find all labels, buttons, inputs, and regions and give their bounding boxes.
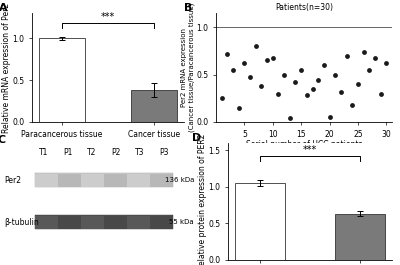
Text: T1: T1	[39, 148, 49, 157]
Bar	[35, 216, 58, 229]
Text: Per2: Per2	[4, 176, 21, 185]
Point	[378, 91, 384, 96]
Bar	[81, 174, 104, 187]
Point	[287, 116, 293, 120]
Y-axis label: Relative mRNA expression of Per2: Relative mRNA expression of Per2	[2, 2, 11, 133]
Text: T3: T3	[135, 148, 145, 157]
Point	[372, 56, 378, 60]
Bar	[35, 173, 173, 187]
Point	[292, 80, 299, 84]
Bar	[127, 216, 150, 229]
Bar	[81, 216, 104, 229]
Point	[321, 63, 327, 67]
Bar	[150, 216, 173, 229]
Point	[326, 115, 333, 119]
Bar	[127, 174, 150, 187]
Point	[281, 73, 287, 77]
Y-axis label: Per2 mRNA expression
(Cancer tissue/Paracancerous tissue): Per2 mRNA expression (Cancer tissue/Para…	[181, 3, 195, 132]
Point	[315, 78, 321, 82]
Text: ***: ***	[101, 12, 115, 23]
Bar	[335, 214, 384, 260]
Bar	[35, 215, 173, 229]
Y-axis label: Relative protein expression of PER2: Relative protein expression of PER2	[198, 133, 207, 265]
Point	[270, 56, 276, 60]
Bar	[131, 90, 177, 122]
Text: P3: P3	[159, 148, 169, 157]
Text: β-tubulin: β-tubulin	[4, 218, 39, 227]
Text: 136 kDa: 136 kDa	[165, 177, 194, 183]
Point	[230, 68, 236, 72]
Bar	[35, 174, 58, 187]
Text: 55 kDa: 55 kDa	[169, 219, 194, 226]
Text: C: C	[0, 135, 6, 145]
Text: P2: P2	[111, 148, 121, 157]
Text: A: A	[0, 3, 7, 13]
Bar	[58, 216, 81, 229]
Point	[264, 58, 270, 63]
Bar	[104, 216, 127, 229]
Point	[383, 61, 390, 65]
X-axis label: Serial number of HCC patients: Serial number of HCC patients	[246, 140, 362, 149]
Point	[241, 61, 248, 65]
Bar	[104, 174, 127, 187]
Point	[343, 54, 350, 58]
Point	[355, 82, 361, 86]
Text: P1: P1	[63, 148, 73, 157]
Text: B: B	[184, 3, 193, 13]
Point	[309, 87, 316, 91]
Title: Patients(n=30): Patients(n=30)	[275, 3, 333, 12]
Bar	[58, 174, 81, 187]
Text: T2: T2	[87, 148, 97, 157]
Point	[304, 93, 310, 98]
Point	[224, 52, 230, 56]
Point	[338, 90, 344, 94]
Text: ***: ***	[303, 145, 317, 155]
Point	[247, 74, 253, 79]
Bar	[236, 183, 285, 260]
Point	[236, 106, 242, 110]
Bar	[39, 38, 85, 122]
Text: D: D	[192, 133, 201, 143]
Point	[332, 73, 338, 77]
Point	[252, 44, 259, 48]
Point	[349, 103, 356, 107]
Point	[218, 96, 225, 100]
Point	[275, 91, 282, 96]
Point	[298, 68, 304, 72]
Bar	[150, 174, 173, 187]
Point	[258, 84, 265, 88]
Point	[360, 50, 367, 54]
Point	[366, 68, 372, 72]
